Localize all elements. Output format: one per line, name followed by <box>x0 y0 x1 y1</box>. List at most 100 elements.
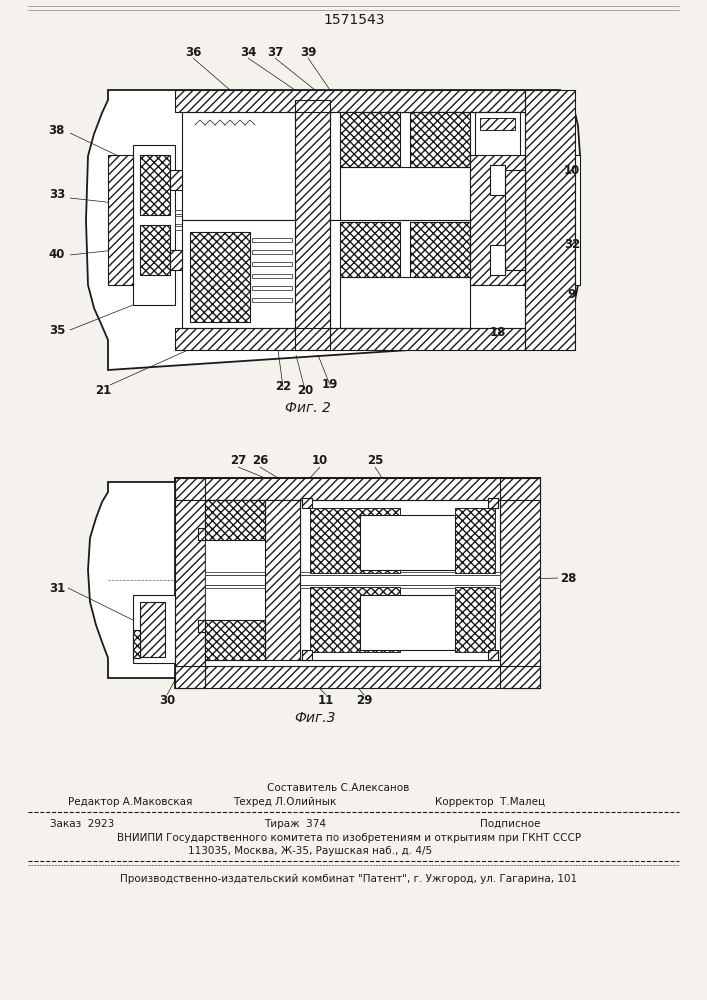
Bar <box>175 666 540 688</box>
Text: 27: 27 <box>230 454 246 466</box>
Bar <box>490 165 505 195</box>
Bar <box>295 100 330 350</box>
Bar <box>252 250 292 254</box>
Bar <box>140 225 170 275</box>
Bar <box>140 155 170 215</box>
Text: Подписное: Подписное <box>480 819 540 829</box>
Bar <box>265 500 300 660</box>
Bar <box>340 112 400 167</box>
Bar <box>340 277 470 328</box>
Bar <box>198 528 205 540</box>
Bar <box>302 498 312 508</box>
Bar <box>175 210 525 214</box>
Bar <box>525 90 575 350</box>
Bar <box>505 170 525 270</box>
Text: 36: 36 <box>185 45 201 58</box>
Bar <box>310 508 400 573</box>
Text: 38: 38 <box>48 123 64 136</box>
Bar <box>488 498 498 508</box>
Bar <box>410 222 470 277</box>
Text: 33: 33 <box>49 188 65 202</box>
Bar <box>488 498 498 508</box>
Text: 35: 35 <box>49 324 65 336</box>
Bar <box>175 478 205 688</box>
Text: 22: 22 <box>275 380 291 393</box>
Bar <box>252 286 292 290</box>
Bar <box>525 90 575 350</box>
Bar <box>170 250 182 270</box>
Bar <box>410 222 470 277</box>
Bar <box>300 500 500 580</box>
Text: 113035, Москва, Ж-35, Раушская наб., д. 4/5: 113035, Москва, Ж-35, Раушская наб., д. … <box>188 846 432 856</box>
Bar <box>198 620 205 632</box>
Bar <box>295 100 330 350</box>
Bar <box>470 155 525 285</box>
Text: Заказ  2923: Заказ 2923 <box>50 819 114 829</box>
Bar <box>205 620 265 660</box>
Bar <box>360 515 455 570</box>
Polygon shape <box>86 90 580 370</box>
Text: ВНИИПИ Государственного комитета по изобретениям и открытиям при ГКНТ СССР: ВНИИПИ Государственного комитета по изоб… <box>117 833 581 843</box>
Bar <box>455 587 495 652</box>
Bar <box>175 478 540 500</box>
Text: 30: 30 <box>159 694 175 706</box>
Bar <box>205 575 500 585</box>
Bar <box>175 666 540 688</box>
Bar <box>488 650 498 660</box>
Text: 28: 28 <box>560 572 576 584</box>
Bar <box>475 112 520 167</box>
Bar <box>182 220 295 328</box>
Bar <box>133 630 140 658</box>
Bar <box>340 112 400 167</box>
Text: 21: 21 <box>95 383 111 396</box>
Text: 26: 26 <box>252 454 268 466</box>
Bar <box>170 250 182 270</box>
Bar <box>252 262 292 266</box>
Text: 10: 10 <box>312 454 328 466</box>
Bar <box>302 650 312 660</box>
Bar <box>480 118 515 130</box>
Bar <box>360 595 455 650</box>
Bar <box>175 328 525 350</box>
Text: 37: 37 <box>267 45 283 58</box>
Bar <box>252 298 292 302</box>
Bar <box>133 145 175 305</box>
Bar <box>205 500 265 540</box>
Bar <box>198 528 205 540</box>
Bar <box>205 572 500 575</box>
Text: 1571543: 1571543 <box>323 13 385 27</box>
Text: Составитель С.Алексанов: Составитель С.Алексанов <box>267 783 409 793</box>
Bar <box>265 500 300 660</box>
Bar <box>410 112 470 167</box>
Bar <box>310 587 400 652</box>
Bar <box>175 478 540 500</box>
Text: Производственно-издательский комбинат "Патент", г. Ужгород, ул. Гагарина, 101: Производственно-издательский комбинат "П… <box>120 874 578 884</box>
Text: 11: 11 <box>318 694 334 706</box>
Bar <box>330 220 525 328</box>
Bar <box>198 620 205 632</box>
Bar <box>302 498 312 508</box>
Text: Корректор  Т.Малец: Корректор Т.Малец <box>435 797 545 807</box>
Bar <box>505 170 525 270</box>
Bar <box>410 112 470 167</box>
Bar <box>175 90 525 112</box>
Bar <box>575 155 580 285</box>
Bar <box>205 500 265 660</box>
Bar <box>190 232 250 322</box>
Text: 9: 9 <box>568 288 576 302</box>
Bar <box>205 620 265 660</box>
Bar <box>490 245 505 275</box>
Bar <box>140 155 170 215</box>
Bar <box>140 602 165 657</box>
Text: 19: 19 <box>322 378 338 391</box>
Text: 31: 31 <box>49 582 65 594</box>
Bar <box>470 155 525 285</box>
Bar <box>455 508 495 573</box>
Text: 25: 25 <box>367 454 383 466</box>
Bar <box>205 585 500 588</box>
Text: Тираж  374: Тираж 374 <box>264 819 326 829</box>
Text: Фиг. 2: Фиг. 2 <box>285 401 331 415</box>
Bar <box>480 118 515 130</box>
Text: 20: 20 <box>297 383 313 396</box>
Bar <box>300 580 500 660</box>
